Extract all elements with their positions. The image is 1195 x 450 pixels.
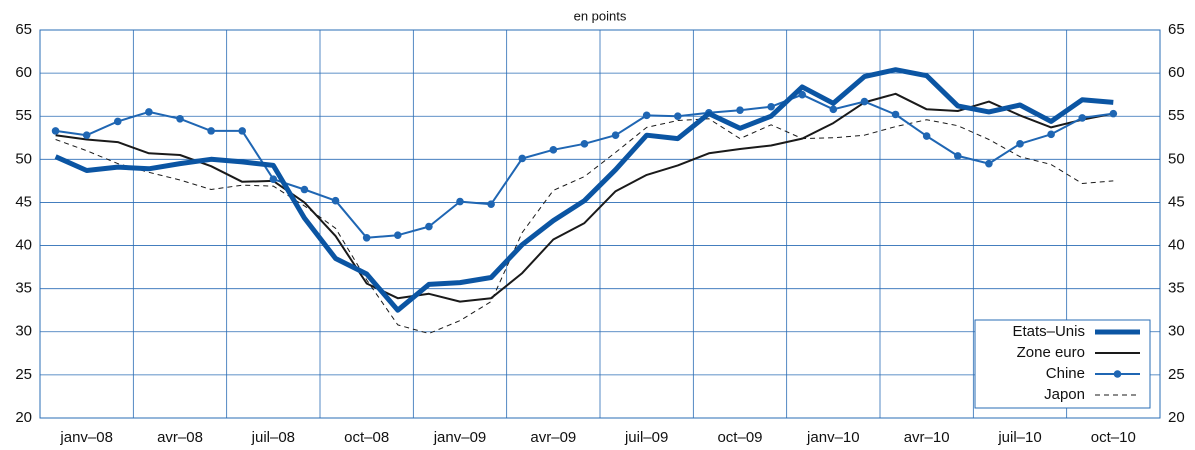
legend-marker xyxy=(1113,370,1122,378)
series-marker xyxy=(860,97,869,106)
y2-tick-label: 50 xyxy=(1168,150,1185,167)
series-marker xyxy=(207,127,215,135)
x-tick-label: oct–09 xyxy=(717,429,762,446)
y2-tick-label: 45 xyxy=(1168,193,1185,210)
legend-label: Japon xyxy=(1044,386,1085,403)
series-line xyxy=(55,92,1114,303)
chart-title: en points xyxy=(574,8,627,23)
series-marker xyxy=(176,115,184,123)
series-marker xyxy=(829,105,838,114)
y2-tick-label: 40 xyxy=(1168,237,1185,254)
series-marker xyxy=(642,111,651,120)
series-marker xyxy=(767,102,775,111)
y2-tick-label: 55 xyxy=(1168,107,1185,124)
x-tick-label: avr–08 xyxy=(157,429,203,446)
series-marker xyxy=(1047,130,1055,139)
x-tick-label: juil–08 xyxy=(251,429,295,446)
y-tick-label: 25 xyxy=(15,366,32,383)
y-tick-label: 55 xyxy=(15,107,32,124)
series-marker xyxy=(891,110,900,119)
series-marker xyxy=(456,197,464,206)
series-marker xyxy=(1078,114,1087,122)
x-tick-label: avr–09 xyxy=(530,429,576,446)
series-marker xyxy=(549,146,558,154)
y-tick-label: 65 xyxy=(15,21,32,38)
series-marker xyxy=(51,127,60,135)
series-marker xyxy=(487,200,495,208)
series-line xyxy=(55,118,1114,334)
series-marker xyxy=(300,185,309,194)
legend-label: Chine xyxy=(1046,365,1085,382)
series-marker xyxy=(518,154,527,163)
series-marker xyxy=(985,159,993,168)
y-tick-label: 30 xyxy=(15,323,32,340)
series-marker xyxy=(82,131,91,139)
series-marker xyxy=(798,90,807,99)
x-tick-label: juil–09 xyxy=(624,429,668,446)
y-tick-label: 60 xyxy=(15,64,32,81)
series-marker xyxy=(393,231,402,240)
x-tick-label: oct–10 xyxy=(1091,429,1136,446)
series-marker xyxy=(145,108,153,116)
plot-frame xyxy=(39,29,1161,419)
series-marker xyxy=(673,112,682,121)
series-line xyxy=(54,67,1114,313)
legend-label: Etats–Unis xyxy=(1012,323,1085,340)
y2-tick-label: 25 xyxy=(1168,366,1185,383)
y2-tick-label: 60 xyxy=(1168,64,1185,81)
series-marker xyxy=(611,131,620,139)
y2-tick-label: 65 xyxy=(1168,21,1185,38)
legend-box xyxy=(974,319,1151,409)
y-tick-label: 45 xyxy=(15,193,32,210)
series-marker xyxy=(238,127,247,135)
series-marker xyxy=(1016,140,1024,148)
series-marker xyxy=(425,222,433,231)
y-tick-label: 50 xyxy=(15,150,32,167)
x-tick-label: avr–10 xyxy=(904,429,950,446)
y-tick-label: 35 xyxy=(15,280,32,297)
x-tick-label: janv–09 xyxy=(433,429,487,446)
x-tick-label: janv–08 xyxy=(59,429,113,446)
series-marker xyxy=(269,175,278,183)
legend-label: Zone euro xyxy=(1017,344,1085,361)
series-marker xyxy=(953,152,962,160)
series-marker xyxy=(736,106,744,114)
series-marker xyxy=(922,132,931,140)
y-tick-label: 40 xyxy=(15,237,32,254)
y2-tick-label: 20 xyxy=(1168,409,1185,426)
y2-tick-label: 35 xyxy=(1168,280,1185,297)
series-marker xyxy=(580,140,589,148)
series-marker xyxy=(331,196,340,205)
series-marker xyxy=(113,117,122,126)
x-tick-label: oct–08 xyxy=(344,429,389,446)
x-tick-label: janv–10 xyxy=(806,429,860,446)
series-marker xyxy=(362,233,371,242)
x-tick-label: juil–10 xyxy=(997,429,1041,446)
y-tick-label: 20 xyxy=(15,409,32,426)
y2-tick-label: 30 xyxy=(1168,323,1185,340)
series-marker xyxy=(1109,109,1118,118)
